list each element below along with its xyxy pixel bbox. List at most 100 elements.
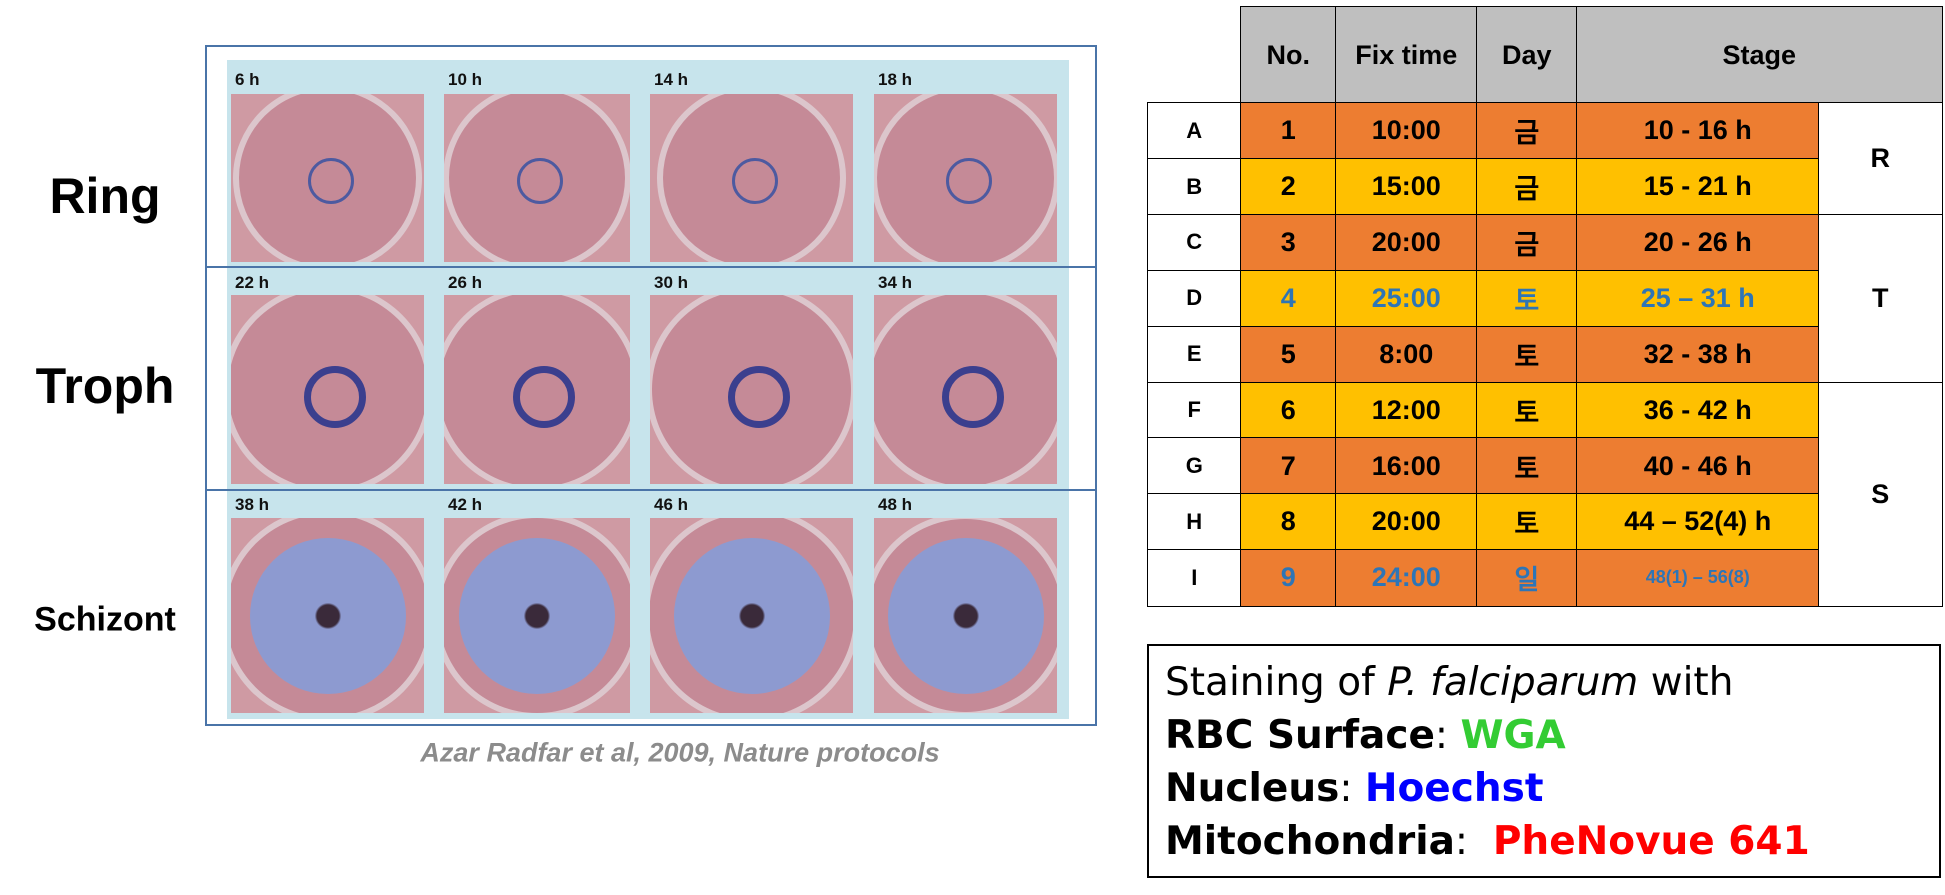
- table-cell: 토: [1476, 437, 1578, 495]
- cell-image: [444, 518, 630, 713]
- time-label: 10 h: [448, 70, 483, 89]
- row-letter: I: [1147, 549, 1242, 607]
- staining-box: Staining of P. falciparum with RBC Surfac…: [1147, 644, 1941, 878]
- cell-image: [874, 295, 1057, 484]
- table-cell: 3: [1240, 213, 1337, 272]
- stain-dye: Hoechst: [1364, 766, 1544, 811]
- stain-separator: :: [1339, 766, 1365, 811]
- schizont: [673, 537, 830, 694]
- row-letter: F: [1147, 381, 1242, 439]
- table-cell: 토: [1476, 269, 1578, 328]
- parasite: [941, 365, 1004, 428]
- schizont: [249, 537, 406, 694]
- stain-item: Mitochondria: PheNovue 641: [1165, 815, 1923, 868]
- row-letter: A: [1147, 102, 1242, 160]
- time-label: 22 h: [235, 273, 270, 292]
- cell-image: [231, 295, 424, 484]
- time-label: 6 h: [235, 70, 260, 89]
- table-cell: 토: [1476, 325, 1578, 383]
- intro-text: P. falciparum: [1387, 660, 1639, 705]
- cell-image: [444, 295, 630, 484]
- row-label: Schizont: [34, 600, 176, 639]
- cell-image: [874, 518, 1057, 713]
- table-cell: 24:00: [1335, 549, 1478, 607]
- row-letter: E: [1147, 325, 1242, 383]
- parasite: [517, 158, 563, 204]
- table-cell: 40 - 46 h: [1576, 437, 1820, 495]
- stain-separator: :: [1454, 819, 1493, 864]
- figure-panel: [205, 45, 1097, 726]
- table-cell: 금: [1476, 157, 1578, 216]
- table-cell: 48(1) – 56(8): [1576, 549, 1820, 607]
- cell-image: [650, 295, 853, 484]
- row-letter: C: [1147, 213, 1242, 272]
- stain-item: Nucleus: Hoechst: [1165, 762, 1923, 815]
- cell-image: [650, 94, 853, 262]
- stain-dye: WGA: [1460, 713, 1566, 758]
- parasite: [727, 365, 790, 428]
- table-cell: 15:00: [1335, 157, 1478, 216]
- table-cell: 5: [1240, 325, 1337, 383]
- header-cell: Stage: [1576, 6, 1943, 104]
- table-cell: 8: [1240, 493, 1337, 551]
- table-cell: 토: [1476, 381, 1578, 439]
- stain-separator: :: [1434, 713, 1461, 758]
- parasite: [513, 365, 575, 428]
- stage-group: R: [1818, 102, 1943, 216]
- time-label: 46 h: [654, 495, 689, 514]
- intro-text: Staining of: [1165, 660, 1388, 705]
- stain-target: RBC Surface: [1165, 713, 1435, 758]
- time-label: 42 h: [448, 495, 483, 514]
- table-cell: 25 – 31 h: [1576, 269, 1820, 328]
- row-letter: G: [1147, 437, 1242, 495]
- table-cell: 12:00: [1335, 381, 1478, 439]
- table-cell: 토: [1476, 493, 1578, 551]
- parasite: [307, 158, 354, 204]
- header-cell: Day: [1476, 6, 1578, 104]
- cell-image: [874, 94, 1057, 262]
- row-separator: [205, 489, 1097, 491]
- stage-group: T: [1818, 213, 1943, 383]
- table-cell: 9: [1240, 549, 1337, 607]
- table-cell: 44 – 52(4) h: [1576, 493, 1820, 551]
- cell-image: [231, 518, 424, 713]
- row-label: Ring: [49, 168, 161, 224]
- time-label: 38 h: [235, 495, 270, 514]
- citation: Azar Radfar et al, 2009, Nature protocol…: [420, 737, 940, 768]
- stain-dye: PheNovue 641: [1492, 819, 1810, 864]
- time-label: 18 h: [878, 70, 913, 89]
- table-cell: 6: [1240, 381, 1337, 439]
- staining-intro: Staining of P. falciparum with: [1165, 656, 1923, 709]
- time-label: 26 h: [448, 273, 483, 292]
- schizont: [887, 537, 1044, 694]
- table-cell: 20:00: [1335, 213, 1478, 272]
- table-cell: 2: [1240, 157, 1337, 216]
- parasite: [303, 365, 366, 428]
- table-cell: 15 - 21 h: [1576, 157, 1820, 216]
- table-cell: 20:00: [1335, 493, 1478, 551]
- table-cell: 32 - 38 h: [1576, 325, 1820, 383]
- cell-image: [231, 94, 424, 262]
- table-cell: 4: [1240, 269, 1337, 328]
- time-label: 48 h: [878, 495, 913, 514]
- table-cell: 금: [1476, 102, 1578, 160]
- table-cell: 16:00: [1335, 437, 1478, 495]
- stain-target: Mitochondria: [1165, 819, 1455, 864]
- row-separator: [205, 266, 1097, 268]
- table-cell: 10:00: [1335, 102, 1478, 160]
- time-label: 14 h: [654, 70, 689, 89]
- parasite: [731, 158, 778, 204]
- stain-target: Nucleus: [1165, 766, 1340, 811]
- row-letter: D: [1147, 269, 1242, 328]
- row-label: Troph: [35, 358, 175, 414]
- table-cell: 36 - 42 h: [1576, 381, 1820, 439]
- stain-item: RBC Surface: WGA: [1165, 709, 1923, 762]
- table-cell: 8:00: [1335, 325, 1478, 383]
- header-cell: No.: [1240, 6, 1337, 104]
- cell-image: [444, 94, 630, 262]
- time-label: 34 h: [878, 273, 913, 292]
- time-label: 30 h: [654, 273, 689, 292]
- parasite: [945, 158, 992, 204]
- header-cell: Fix time: [1335, 6, 1478, 104]
